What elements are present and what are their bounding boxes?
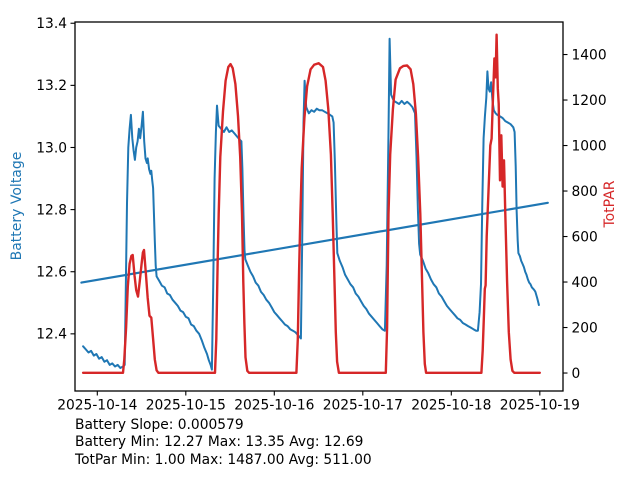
y-tick-label-left: 12.6: [36, 265, 67, 281]
y-axis-label-right: TotPAR: [602, 180, 618, 228]
y-tick-label-right: 600: [572, 229, 598, 245]
annotation-totpar-minmax: TotPar Min: 1.00 Max: 1487.00 Avg: 511.0…: [75, 451, 372, 468]
y-tick-label-left: 13.0: [36, 140, 67, 156]
battery-voltage-line: [82, 37, 540, 371]
stats-annotations: Battery Slope: 0.000579 Battery Min: 12.…: [75, 417, 372, 469]
x-tick-label: 2025-10-14: [57, 398, 137, 414]
y-tick-label-right: 1400: [572, 47, 607, 63]
axes-box: [74, 21, 564, 392]
x-tick-label: 2025-10-18: [411, 398, 491, 414]
y-axis-label-left: Battery Voltage: [9, 151, 25, 261]
y-tick-label-right: 800: [572, 184, 598, 200]
y-tick-label-left: 12.4: [36, 327, 67, 343]
annotation-battery-minmax: Battery Min: 12.27 Max: 13.35 Avg: 12.69: [75, 434, 364, 451]
x-tick-label: 2025-10-16: [234, 398, 314, 414]
x-tick-label: 2025-10-17: [323, 398, 403, 414]
battery-trend-line: [80, 201, 549, 284]
y-tick-label-left: 12.8: [36, 202, 67, 218]
y-tick-label-right: 0: [572, 366, 581, 382]
x-tick-label: 2025-10-19: [500, 398, 580, 414]
annotation-battery-slope: Battery Slope: 0.000579: [75, 417, 244, 433]
y-tick-label-right: 400: [572, 275, 598, 291]
totpar-line: [81, 33, 541, 374]
x-tick-label: 2025-10-15: [146, 398, 226, 414]
y-tick-label-left: 13.4: [36, 16, 67, 32]
y-tick-label-right: 1200: [572, 93, 607, 109]
y-tick-label-left: 13.2: [36, 78, 67, 94]
y-tick-label-right: 1000: [572, 138, 607, 154]
y-tick-label-right: 200: [572, 320, 598, 336]
